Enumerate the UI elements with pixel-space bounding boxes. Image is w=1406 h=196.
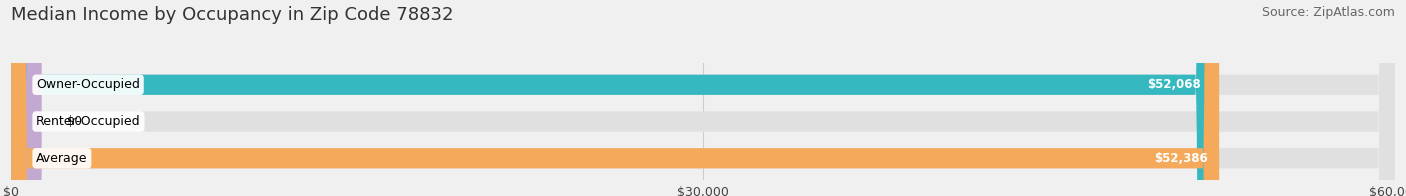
Text: $52,068: $52,068 — [1147, 78, 1201, 91]
FancyBboxPatch shape — [11, 0, 1395, 196]
FancyBboxPatch shape — [11, 0, 42, 196]
Text: Median Income by Occupancy in Zip Code 78832: Median Income by Occupancy in Zip Code 7… — [11, 6, 454, 24]
FancyBboxPatch shape — [11, 0, 1395, 196]
FancyBboxPatch shape — [11, 0, 1395, 196]
FancyBboxPatch shape — [11, 0, 1212, 196]
FancyBboxPatch shape — [11, 0, 1219, 196]
Text: $0: $0 — [66, 115, 82, 128]
Text: Renter-Occupied: Renter-Occupied — [37, 115, 141, 128]
Text: Source: ZipAtlas.com: Source: ZipAtlas.com — [1261, 6, 1395, 19]
Text: Average: Average — [37, 152, 87, 165]
Text: $52,386: $52,386 — [1154, 152, 1208, 165]
Text: Owner-Occupied: Owner-Occupied — [37, 78, 141, 91]
